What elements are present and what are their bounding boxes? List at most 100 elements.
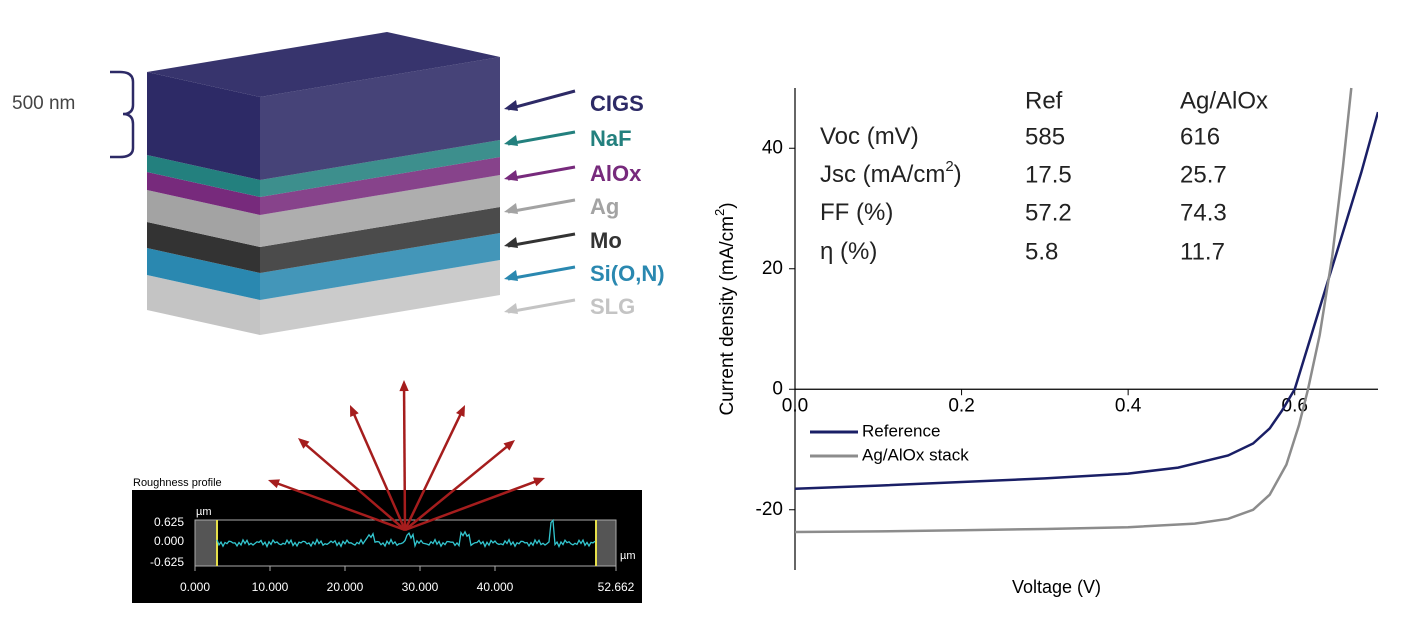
layer-side [260, 207, 500, 273]
reflection-arrow [352, 411, 407, 531]
reflection-arrowhead [456, 405, 465, 417]
layer-side [260, 57, 500, 180]
table-row-label-part: Voc (mV) [820, 123, 919, 150]
layer-side-shade [260, 233, 500, 300]
x-tick-label: 0.4 [1115, 395, 1142, 416]
x-axis-label: Voltage (V) [1012, 577, 1101, 597]
layer-label: SLG [590, 294, 635, 319]
layer-front [147, 275, 260, 335]
table-cell: 11.7 [1180, 238, 1225, 265]
profile-x-label: 0.000 [180, 580, 210, 594]
reflection-arrowhead [350, 405, 359, 417]
table-header: Ref [1025, 87, 1063, 114]
table-row-label-part: ) [954, 161, 962, 188]
table-cell: 17.5 [1025, 161, 1072, 188]
reflection-arrowhead [268, 479, 280, 489]
layer-side [260, 140, 500, 197]
reflection-arrow [404, 479, 538, 532]
layer-arrowhead [504, 303, 518, 314]
reflection-arrowhead [298, 438, 310, 449]
table-row-label-part: Jsc (mA/cm [820, 161, 945, 188]
layer-label: Mo [590, 228, 622, 253]
reflection-arrow [275, 481, 406, 532]
layer-front [147, 155, 260, 197]
layer-arrow [507, 165, 576, 181]
layer-front [147, 222, 260, 273]
y-tick-label: 0 [772, 378, 783, 399]
profile-margin [195, 520, 217, 566]
layer-front [147, 248, 260, 300]
layer-arrowhead [504, 135, 518, 146]
profile-x-label: 30.000 [402, 580, 439, 594]
layer-arrowhead [504, 203, 518, 214]
profile-title: Roughness profile [133, 477, 222, 489]
layer-top-shade [147, 32, 500, 97]
series-line [795, 87, 1353, 534]
reflection-arrow [303, 442, 406, 531]
table-header: Ag/AlOx [1180, 87, 1268, 114]
layer-arrowhead [504, 100, 518, 111]
y-tick-label: 20 [762, 258, 783, 279]
layer-arrow [507, 265, 576, 281]
layer-arrow [507, 130, 576, 146]
profile-x-label: 52.662 [598, 580, 635, 594]
reflection-arrowhead [399, 380, 409, 392]
layer-side [260, 175, 500, 247]
profile-x-unit: µm [620, 550, 636, 562]
reflection-arrows [268, 380, 545, 532]
layer-top [147, 32, 500, 97]
legend-label: Ag/AlOx stack [862, 445, 969, 464]
layer-front [147, 190, 260, 247]
layer-label: AlOx [590, 161, 642, 186]
profile-x-label: 40.000 [477, 580, 514, 594]
y-axis-label: Current density (mA/cm2) [712, 202, 738, 415]
profile-y-label: 0.000 [154, 534, 184, 548]
layer-label: NaF [590, 126, 632, 151]
table-cell: 585 [1025, 123, 1065, 150]
table-row-label: Voc (mV) [820, 123, 919, 150]
thickness-bracket [110, 70, 135, 159]
y-axis-label-part: ) [717, 202, 738, 208]
layer-arrowhead [504, 237, 518, 248]
table-row-label: FF (%) [820, 199, 893, 226]
table-cell: 616 [1180, 123, 1220, 150]
layer-arrowhead [504, 170, 518, 181]
y-axis-label-part: 2 [712, 209, 727, 216]
profile-margin [596, 520, 616, 566]
layer-arrow [507, 89, 576, 111]
table-row-label-part: η (%) [820, 238, 877, 265]
layer-side-shade [260, 157, 500, 215]
y-tick-label: 40 [762, 137, 783, 158]
layer-side-shade [260, 57, 500, 180]
table-cell: 74.3 [1180, 199, 1227, 226]
layer-label: CIGS [590, 91, 644, 116]
layer-label: Ag [590, 194, 619, 219]
profile-x-label: 20.000 [327, 580, 364, 594]
series-line [795, 111, 1378, 490]
reflection-arrowhead [503, 440, 515, 451]
reflection-arrow [403, 411, 463, 531]
layer-side-shade [260, 140, 500, 197]
profile-y-label: -0.625 [150, 555, 184, 569]
layer-label: Si(O,N) [590, 261, 665, 286]
layer-side-shade [260, 175, 500, 247]
thickness-label: 500 nm [12, 93, 75, 114]
y-tick-label: -20 [756, 499, 783, 520]
layer-arrow [507, 298, 576, 314]
reflection-arrow [404, 444, 510, 531]
reflection-arrow [402, 387, 407, 531]
layer-side-shade [260, 207, 500, 273]
table-row-label: Jsc (mA/cm2) [820, 158, 962, 188]
table-row-label-part: FF (%) [820, 199, 893, 226]
table-cell: 25.7 [1180, 161, 1227, 188]
legend-label: Reference [862, 421, 940, 440]
x-tick-label: 0.2 [948, 395, 974, 416]
layer-arrow [507, 232, 576, 248]
table-cell: 5.8 [1025, 238, 1058, 265]
table-row-label: η (%) [820, 238, 877, 265]
layer-front [147, 72, 260, 180]
profile-x-label: 10.000 [252, 580, 289, 594]
reflection-arrowhead [533, 477, 545, 487]
profile-y-label: 0.625 [154, 515, 184, 529]
